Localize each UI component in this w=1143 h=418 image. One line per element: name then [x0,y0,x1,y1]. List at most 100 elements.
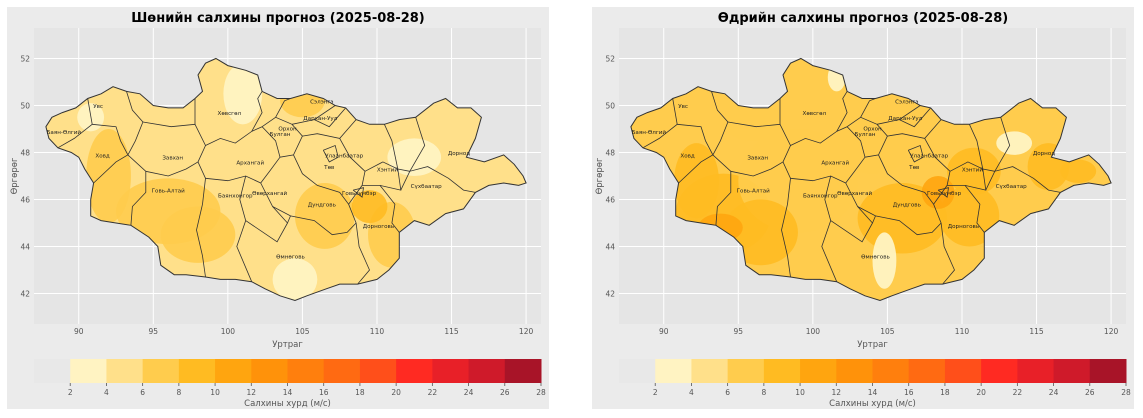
province-label: Архангай [236,159,264,166]
province-border [969,124,984,170]
y-tick-label: 52 [20,55,30,64]
province-border [985,166,1061,193]
y-tick-label: 48 [20,149,30,158]
x-tick-label: 120 [519,327,534,336]
night-wind-chart: Шөнийн салхины прогноз (2025-08-28) Баян-… [10,11,546,409]
province-label: Өмнөговь [861,254,890,260]
province-label: Булган [270,132,291,138]
province-border [261,116,303,158]
colorbar-swatch [800,359,837,383]
wind-patch [674,143,719,219]
x-tick-label: 100 [221,327,236,336]
province-border [940,222,955,285]
wind-patch [872,232,897,289]
colorbar-swatch [106,359,144,383]
colorbar-label: Салхины хурд (м/с) [829,399,916,409]
y-axis-label: Өргөрөг [10,157,20,194]
province-border [947,185,985,233]
province-border [937,187,949,198]
y-tick-label: 46 [605,195,615,204]
wind-patch [996,131,1033,155]
wind-patch [939,185,1000,247]
y-tick-label: 46 [20,195,30,204]
x-axis-label: Уртраг [272,340,303,350]
wind-patch [835,117,910,174]
country-outline [630,57,1112,302]
province-label: Өмнөговь [276,254,305,260]
province-label: Дорноговь [363,224,394,230]
province-label: Төв [908,165,919,171]
colorbar-swatch [251,359,288,383]
colorbar-tick-label: 6 [725,388,730,397]
colorbar-tick-label: 28 [536,388,546,397]
colorbar-tick-label: 8 [176,388,181,397]
province-labels: Баян-Өлгий Увс Ховд Завхан Говь-Алтай Хөвсгөл… [632,99,1056,260]
province-label: Дорнод [1033,151,1055,157]
colorbar-tick-label: 28 [1121,388,1131,397]
province-label: Говь-Алтай [152,188,186,195]
y-tick-label: 50 [605,102,615,111]
province-border [92,123,129,184]
province-border [362,185,400,233]
province-label: Сүхбаатар [411,184,443,190]
province-border [275,98,291,118]
province-label: Сэлэнгэ [310,99,333,105]
province-label: Хөвсгөл [803,111,827,117]
colorbar-swatch [872,359,910,383]
province-border [409,117,426,172]
x-tick-label: 90 [659,327,669,336]
chart-title: Өдрийн салхины прогноз (2025-08-28) [718,11,1008,26]
colorbar-tick-label: 18 [940,388,950,397]
wind-patch [947,147,1001,195]
y-tick-label: 44 [20,242,30,251]
x-tick-label: 110 [955,327,970,336]
province-border [994,117,1011,172]
colorbar-swatch [727,359,765,383]
colorbar-label: Салхины хурд (м/с) [244,399,331,409]
colorbar: 2 4 6 8 10 12 14 16 18 20 22 24 26 28 [619,359,1131,397]
colorbar-swatch [1053,359,1091,383]
colorbar-tick-label: 10 [795,388,805,397]
colorbar-swatch [908,359,946,383]
province-border [846,116,888,158]
colorbar-tick-label: 14 [868,388,878,397]
wind-patch [1060,159,1097,184]
x-tick-label: 110 [370,327,385,336]
province-label: Хэнтий [377,166,398,173]
colorbar-tick-label: 22 [1013,388,1023,397]
province-label: Төв [323,165,334,171]
province-label: Улаанбаатар [325,153,363,159]
x-tick-label: 115 [444,327,459,336]
x-tick-label: 95 [149,327,159,336]
colorbar-tick-label: 6 [140,388,145,397]
colorbar-swatch [432,359,470,383]
province-label: Сэлэнгэ [895,99,918,105]
wind-patch [723,103,784,141]
province-label: Баянхонгор [803,193,838,199]
colorbar-swatch [655,359,692,383]
province-label: Дундговь [308,203,336,209]
colorbar-swatch [178,359,216,383]
province-label: Завхан [162,156,183,162]
colorbar-swatch [944,359,982,383]
colorbar: 2 4 6 8 10 12 14 16 18 20 22 24 26 28 [34,359,546,397]
colorbar-tick-label: 20 [391,388,401,397]
province-borders [642,91,1061,285]
colorbar-tick-label: 22 [428,388,438,397]
wind-patch [160,206,236,263]
y-axis-label: Өргөрөг [595,157,605,194]
province-label: Дорнод [448,151,470,157]
y-tick-label: 42 [20,289,30,298]
colorbar-tick-label: 4 [104,388,109,397]
night-wind-panel: Шөнийн салхины прогноз (2025-08-28) Баян-… [7,7,549,409]
colorbar-tick-label: 4 [689,388,694,397]
province-label: Дорноговь [948,224,979,230]
x-tick-label: 120 [1104,327,1119,336]
province-label: Говь-Алтай [737,188,771,195]
colorbar-swatch [359,359,397,383]
wind-patch [272,258,318,301]
province-border [302,119,357,139]
province-label: Дундговь [893,203,921,209]
colorbar-swatch [619,359,656,383]
colorbar-swatch [504,359,542,383]
